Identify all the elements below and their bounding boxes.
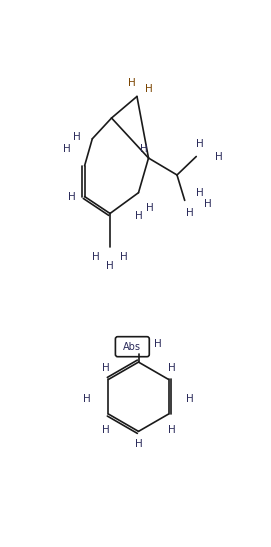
FancyBboxPatch shape	[115, 337, 149, 357]
Text: H: H	[145, 84, 152, 94]
Text: H: H	[196, 139, 204, 149]
Text: H: H	[63, 144, 71, 154]
Text: H: H	[102, 425, 110, 435]
Text: H: H	[186, 208, 194, 218]
Text: H: H	[168, 363, 176, 373]
Text: H: H	[102, 363, 110, 373]
Text: H: H	[135, 439, 142, 450]
Text: H: H	[73, 132, 81, 142]
Text: H: H	[106, 261, 114, 271]
Text: H: H	[120, 252, 128, 261]
Text: Abs: Abs	[123, 342, 141, 352]
Text: H: H	[128, 78, 136, 89]
Text: H: H	[196, 188, 204, 197]
Text: H: H	[168, 425, 176, 435]
Text: H: H	[146, 203, 154, 213]
Text: H: H	[215, 152, 223, 161]
Text: H: H	[92, 252, 100, 261]
Text: H: H	[135, 211, 142, 221]
Text: H: H	[83, 394, 91, 404]
Text: H: H	[154, 339, 162, 350]
Text: H: H	[68, 191, 75, 201]
Text: H: H	[186, 394, 194, 404]
Text: H: H	[204, 199, 212, 210]
Text: H: H	[140, 144, 148, 154]
